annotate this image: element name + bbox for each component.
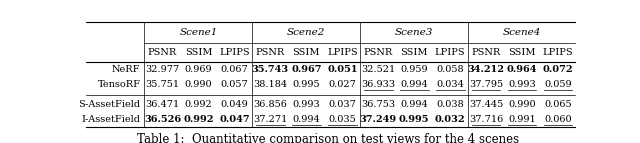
Text: Scene2: Scene2 xyxy=(287,28,326,37)
Text: 0.993: 0.993 xyxy=(292,100,320,109)
Text: 0.969: 0.969 xyxy=(184,65,212,74)
Text: 37.249: 37.249 xyxy=(360,115,397,124)
Text: 0.967: 0.967 xyxy=(291,65,321,74)
Text: 0.995: 0.995 xyxy=(399,115,429,124)
Text: 36.933: 36.933 xyxy=(361,80,396,89)
Text: I-AssetField: I-AssetField xyxy=(81,115,141,124)
Text: 37.795: 37.795 xyxy=(469,80,503,89)
Text: 0.065: 0.065 xyxy=(544,100,572,109)
Text: 0.995: 0.995 xyxy=(292,80,320,89)
Text: 35.743: 35.743 xyxy=(252,65,289,74)
Text: S-AssetField: S-AssetField xyxy=(78,100,141,109)
Text: LPIPS: LPIPS xyxy=(435,48,465,57)
Text: SSIM: SSIM xyxy=(401,48,428,57)
Text: 36.526: 36.526 xyxy=(144,115,181,124)
Text: 0.994: 0.994 xyxy=(400,100,428,109)
Text: SSIM: SSIM xyxy=(185,48,212,57)
Text: SSIM: SSIM xyxy=(292,48,320,57)
Text: LPIPS: LPIPS xyxy=(543,48,573,57)
Text: 0.059: 0.059 xyxy=(544,80,572,89)
Text: LPIPS: LPIPS xyxy=(327,48,358,57)
Text: PSNR: PSNR xyxy=(148,48,177,57)
Text: Table 1:  Quantitative comparison on test views for the 4 scenes: Table 1: Quantitative comparison on test… xyxy=(137,133,519,143)
Text: 0.027: 0.027 xyxy=(328,80,356,89)
Text: 36.856: 36.856 xyxy=(253,100,287,109)
Text: 0.067: 0.067 xyxy=(221,65,248,74)
Text: 38.184: 38.184 xyxy=(253,80,287,89)
Text: 0.057: 0.057 xyxy=(221,80,248,89)
Text: 0.993: 0.993 xyxy=(508,80,536,89)
Text: NeRF: NeRF xyxy=(112,65,141,74)
Text: PSNR: PSNR xyxy=(256,48,285,57)
Text: 0.990: 0.990 xyxy=(508,100,536,109)
Text: TensoRF: TensoRF xyxy=(97,80,141,89)
Text: SSIM: SSIM xyxy=(508,48,536,57)
Text: 34.212: 34.212 xyxy=(468,65,504,74)
Text: 0.964: 0.964 xyxy=(507,65,538,74)
Text: 0.072: 0.072 xyxy=(543,65,573,74)
Text: LPIPS: LPIPS xyxy=(219,48,250,57)
Text: 36.753: 36.753 xyxy=(361,100,396,109)
Text: 0.994: 0.994 xyxy=(292,115,320,124)
Text: 0.035: 0.035 xyxy=(328,115,356,124)
Text: 32.977: 32.977 xyxy=(145,65,180,74)
Text: 0.034: 0.034 xyxy=(436,80,464,89)
Text: 0.994: 0.994 xyxy=(400,80,428,89)
Text: Scene1: Scene1 xyxy=(179,28,218,37)
Text: 37.445: 37.445 xyxy=(469,100,503,109)
Text: 0.051: 0.051 xyxy=(327,65,358,74)
Text: 0.037: 0.037 xyxy=(328,100,356,109)
Text: 0.047: 0.047 xyxy=(219,115,250,124)
Text: 37.716: 37.716 xyxy=(469,115,503,124)
Text: 0.049: 0.049 xyxy=(221,100,248,109)
Text: 0.992: 0.992 xyxy=(183,115,214,124)
Text: PSNR: PSNR xyxy=(472,48,500,57)
Text: 0.058: 0.058 xyxy=(436,65,464,74)
Text: 0.991: 0.991 xyxy=(508,115,536,124)
Text: PSNR: PSNR xyxy=(364,48,393,57)
Text: 36.471: 36.471 xyxy=(145,100,180,109)
Text: Scene4: Scene4 xyxy=(503,28,541,37)
Text: 37.271: 37.271 xyxy=(253,115,287,124)
Text: 0.032: 0.032 xyxy=(435,115,465,124)
Text: 0.992: 0.992 xyxy=(184,100,212,109)
Text: 35.751: 35.751 xyxy=(145,80,180,89)
Text: 0.060: 0.060 xyxy=(544,115,572,124)
Text: 0.990: 0.990 xyxy=(184,80,212,89)
Text: 0.959: 0.959 xyxy=(401,65,428,74)
Text: 32.521: 32.521 xyxy=(361,65,396,74)
Text: Scene3: Scene3 xyxy=(395,28,433,37)
Text: 0.038: 0.038 xyxy=(436,100,464,109)
